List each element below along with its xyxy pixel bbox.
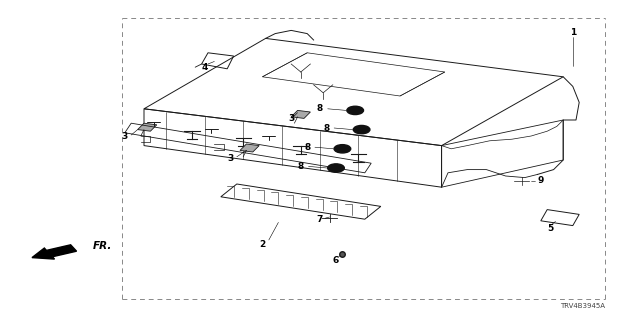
Circle shape <box>353 125 370 134</box>
Polygon shape <box>291 110 310 118</box>
Text: 1: 1 <box>570 28 576 36</box>
Text: 7: 7 <box>317 215 323 224</box>
Circle shape <box>328 164 344 172</box>
Polygon shape <box>240 144 259 152</box>
Text: 3: 3 <box>227 154 234 163</box>
Text: 8: 8 <box>304 143 310 152</box>
Text: 9: 9 <box>538 176 544 185</box>
Text: 3: 3 <box>288 114 294 123</box>
FancyArrow shape <box>32 245 77 259</box>
Circle shape <box>334 145 351 153</box>
Text: 8: 8 <box>317 104 323 113</box>
Text: 5: 5 <box>547 224 554 233</box>
Text: 6: 6 <box>333 256 339 265</box>
Text: 2: 2 <box>259 240 266 249</box>
Text: 8: 8 <box>298 162 304 171</box>
Text: TRV4B3945A: TRV4B3945A <box>560 303 605 309</box>
Circle shape <box>347 106 364 115</box>
Polygon shape <box>138 123 157 131</box>
Text: 8: 8 <box>323 124 330 132</box>
Text: 4: 4 <box>202 63 208 72</box>
Text: FR.: FR. <box>93 241 112 251</box>
Text: 3: 3 <box>122 132 128 140</box>
